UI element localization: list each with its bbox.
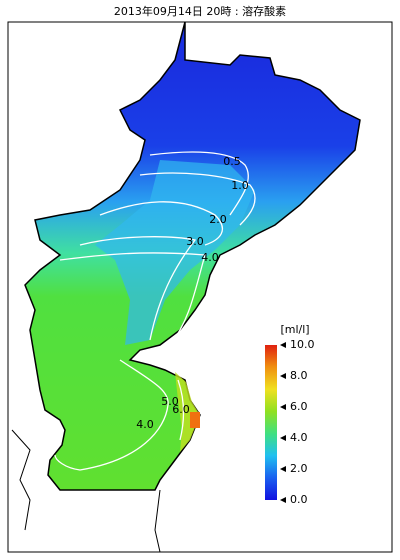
contour-label: 4.0 — [136, 418, 154, 431]
coast-line — [11, 429, 31, 531]
colorbar-tick — [280, 404, 286, 410]
coast-lines — [11, 429, 161, 553]
contour-label: 1.0 — [231, 179, 249, 192]
contour-label: 6.0 — [172, 403, 190, 416]
contour-line — [149, 151, 249, 216]
colorbar-tick-label: 4.0 — [290, 431, 308, 444]
colorbar-tick — [280, 373, 286, 379]
colorbar-tick — [280, 435, 286, 441]
colorbar — [265, 345, 277, 500]
colorbar-tick-label: 2.0 — [290, 462, 308, 475]
colorbar-tick-label: 10.0 — [290, 338, 315, 351]
contour-line — [177, 379, 185, 441]
colorbar-label: [ml/l] — [280, 323, 309, 336]
high-spot — [190, 412, 200, 428]
colorbar-tick-label: 8.0 — [290, 369, 308, 382]
low-oxygen-lobe — [95, 160, 255, 345]
map-title: 2013年09月14日 20時 : 溶存酸素 — [114, 4, 286, 18]
contour-label: 5.0 — [161, 395, 179, 408]
colorbar-tick-label: 6.0 — [290, 400, 308, 413]
contour-line — [79, 236, 197, 341]
colorbar-tick-label: 0.0 — [290, 493, 308, 506]
colorbar-tick — [280, 466, 286, 472]
colorbar-tick — [280, 497, 286, 503]
contour-lines — [54, 151, 256, 471]
contour-line — [54, 359, 169, 471]
colorbar-tick — [280, 342, 286, 348]
contour-line — [59, 252, 206, 346]
contour-line — [139, 172, 256, 226]
contour-label: 4.0 — [201, 251, 219, 264]
contour-label: 0.5 — [223, 155, 241, 168]
contour-line — [99, 201, 224, 246]
contour-label: 2.0 — [209, 213, 227, 226]
contour-label: 3.0 — [186, 235, 204, 248]
coast-line — [154, 489, 161, 553]
overlay: 0.51.02.03.04.05.06.04.0[ml/l]0.02.04.06… — [136, 155, 314, 506]
